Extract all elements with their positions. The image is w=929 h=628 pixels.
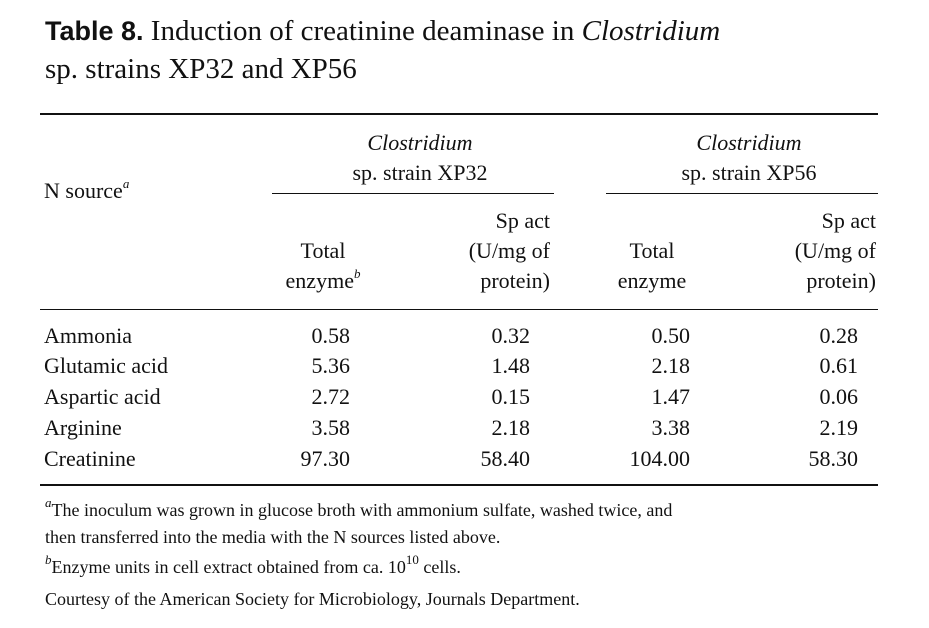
row-total1: 97.30 (300, 446, 351, 471)
strain2-rule (606, 193, 878, 194)
spact2-label-1: Sp act (821, 208, 876, 233)
strain1-genus: Clostridium (367, 130, 473, 155)
caption-text: Induction of creatinine deaminase in (150, 15, 582, 47)
row-sp2: 58.30 (808, 446, 859, 471)
footnote-mark-a: a (122, 175, 130, 191)
spact2-label-3: protein) (806, 268, 876, 293)
row-source: Ammonia (44, 323, 132, 348)
row-sp2: 2.19 (819, 415, 859, 440)
footnote-mark-b: b (353, 265, 361, 281)
total2-label-2: enzyme (617, 268, 687, 293)
strain1-name: sp. strain XP32 (352, 160, 488, 185)
row-source: Aspartic acid (44, 384, 161, 409)
spact1-label-1: Sp act (495, 208, 550, 233)
row-total2: 3.38 (651, 415, 691, 440)
spact1-label-3: protein) (480, 268, 550, 293)
row-sp1: 58.40 (480, 446, 531, 471)
strain1-rule (272, 193, 554, 194)
bottom-rule (40, 484, 878, 486)
table-caption: Table 8. Induction of creatinine deamina… (45, 12, 905, 88)
header-rule (40, 309, 878, 310)
strain2-name: sp. strain XP56 (681, 160, 817, 185)
row-total1: 0.58 (311, 323, 351, 348)
total1-label-1: Total (300, 238, 346, 263)
row-sp1: 2.18 (491, 415, 531, 440)
table-label: Table 8. (45, 16, 144, 46)
row-source: Arginine (44, 415, 122, 440)
row-sp1: 0.32 (491, 323, 531, 348)
spact2-label-2: (U/mg of (794, 238, 876, 263)
row-sp2: 0.06 (819, 384, 859, 409)
row-total2: 0.50 (651, 323, 691, 348)
courtesy-line: Courtesy of the American Society for Mic… (45, 589, 580, 609)
header-n-source: N sourcea (44, 175, 130, 203)
caption-line2: sp. strains XP32 and XP56 (45, 53, 357, 85)
row-sp2: 0.28 (819, 323, 859, 348)
row-source: Creatinine (44, 446, 136, 471)
row-total2: 1.47 (651, 384, 691, 409)
footnote-a-line1: aThe inoculum was grown in glucose broth… (45, 495, 673, 520)
row-sp1: 1.48 (491, 353, 531, 378)
caption-genus: Clostridium (581, 15, 721, 47)
total1-label-2: enzymeb (285, 265, 361, 293)
total2-label-1: Total (629, 238, 675, 263)
footnote-a-mark: a (45, 495, 52, 510)
strain2-genus: Clostridium (696, 130, 802, 155)
spact1-label-2: (U/mg of (468, 238, 550, 263)
row-total1: 2.72 (311, 384, 351, 409)
row-total2: 2.18 (651, 353, 691, 378)
footnote-b: bEnzyme units in cell extract obtained f… (45, 552, 461, 577)
row-source: Glutamic acid (44, 353, 169, 378)
top-rule (40, 113, 878, 115)
row-total1: 5.36 (311, 353, 351, 378)
row-total2: 104.00 (629, 446, 691, 471)
footnote-a-line2: then transferred into the media with the… (45, 527, 501, 547)
footnote-b-mark: b (45, 552, 52, 567)
row-sp2: 0.61 (819, 353, 859, 378)
row-sp1: 0.15 (491, 384, 531, 409)
footnote-b-exponent: 10 (405, 552, 419, 567)
row-total1: 3.58 (311, 415, 351, 440)
